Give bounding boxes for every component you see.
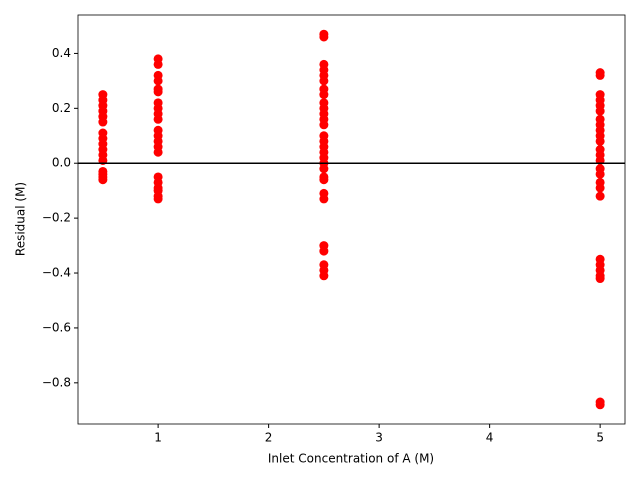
point <box>595 70 605 80</box>
point <box>319 76 329 86</box>
point <box>153 59 163 69</box>
point <box>153 87 163 97</box>
point <box>319 271 329 281</box>
point <box>319 194 329 204</box>
point <box>595 106 605 116</box>
point <box>153 76 163 86</box>
y-tick-label: −0.2 <box>42 211 71 225</box>
point <box>319 120 329 130</box>
y-tick-label: −0.6 <box>42 320 71 334</box>
point <box>153 194 163 204</box>
point <box>595 169 605 179</box>
point <box>98 117 108 127</box>
y-tick-label: 0.2 <box>52 101 71 115</box>
point <box>153 114 163 124</box>
y-axis-label: Residual (M) <box>14 182 28 256</box>
plot-frame <box>77 14 626 425</box>
x-tick-label: 3 <box>375 431 383 445</box>
point <box>319 32 329 42</box>
point <box>153 147 163 157</box>
y-tick-label: −0.4 <box>42 266 71 280</box>
point <box>319 246 329 256</box>
point <box>319 164 329 174</box>
point <box>595 400 605 410</box>
y-tick-label: 0.4 <box>52 46 71 60</box>
x-tick-label: 5 <box>596 431 604 445</box>
y-tick-label: −0.8 <box>42 375 71 389</box>
x-tick-label: 4 <box>486 431 494 445</box>
x-axis-label: Inlet Concentration of A (M) <box>268 452 434 466</box>
point <box>98 175 108 185</box>
y-tick-label: 0.0 <box>52 156 71 170</box>
point <box>595 136 605 146</box>
x-tick-label: 2 <box>265 431 273 445</box>
point <box>595 274 605 284</box>
x-tick-label: 1 <box>154 431 162 445</box>
point <box>319 175 329 185</box>
point <box>595 183 605 193</box>
point <box>595 191 605 201</box>
point <box>319 90 329 100</box>
